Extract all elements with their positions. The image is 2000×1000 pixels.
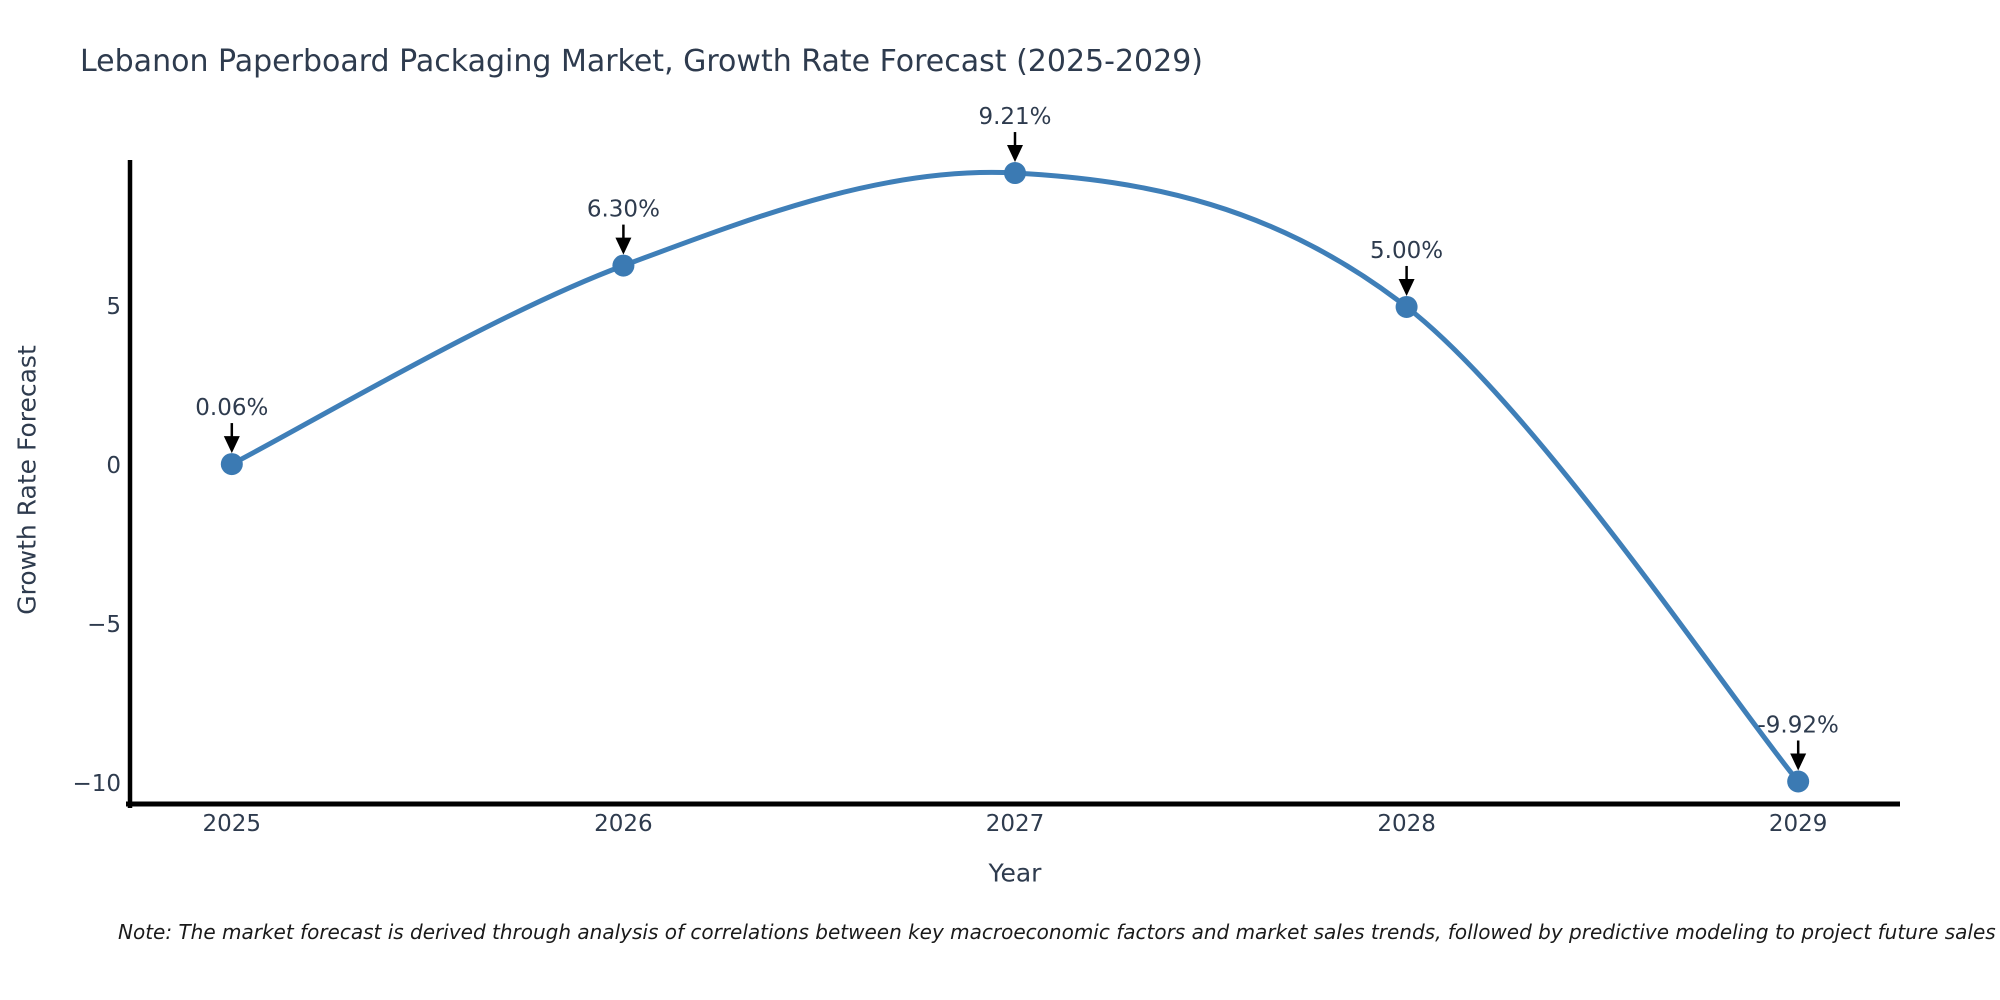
y-tick-label: −5 [87, 612, 121, 638]
y-tick-label: 5 [106, 294, 121, 320]
x-tick-label: 2028 [1377, 811, 1436, 837]
x-tick-label: 2027 [986, 811, 1045, 837]
x-tick-label: 2025 [203, 811, 262, 837]
data-point-marker [220, 453, 243, 476]
footnote: Note: The market forecast is derived thr… [118, 920, 1996, 944]
chart-title: Lebanon Paperboard Packaging Market, Gro… [80, 44, 1203, 79]
data-point-marker [1787, 770, 1810, 793]
y-tick-label: −10 [72, 771, 121, 797]
x-tick-label: 2029 [1769, 811, 1828, 837]
data-point-label: 5.00% [1370, 238, 1443, 264]
data-point-marker [612, 254, 635, 277]
data-point-label: -9.92% [1757, 713, 1838, 739]
data-point-label: 6.30% [587, 197, 660, 223]
annotation-arrow-head [1007, 145, 1023, 163]
annotation-arrow-head [1398, 278, 1415, 296]
data-point-label: 9.21% [978, 104, 1051, 130]
annotation-arrow-head [615, 237, 632, 255]
forecast-curve [229, 169, 1801, 785]
annotation-arrow-head [223, 436, 240, 454]
annotation-arrow-head [1790, 753, 1807, 771]
y-tick-label: 0 [106, 453, 121, 479]
x-axis-title: Year [988, 858, 1042, 888]
data-point-marker [1395, 295, 1418, 318]
data-point-marker [1004, 162, 1026, 185]
data-point-label: 0.06% [195, 395, 268, 421]
x-tick-label: 2026 [594, 811, 653, 837]
